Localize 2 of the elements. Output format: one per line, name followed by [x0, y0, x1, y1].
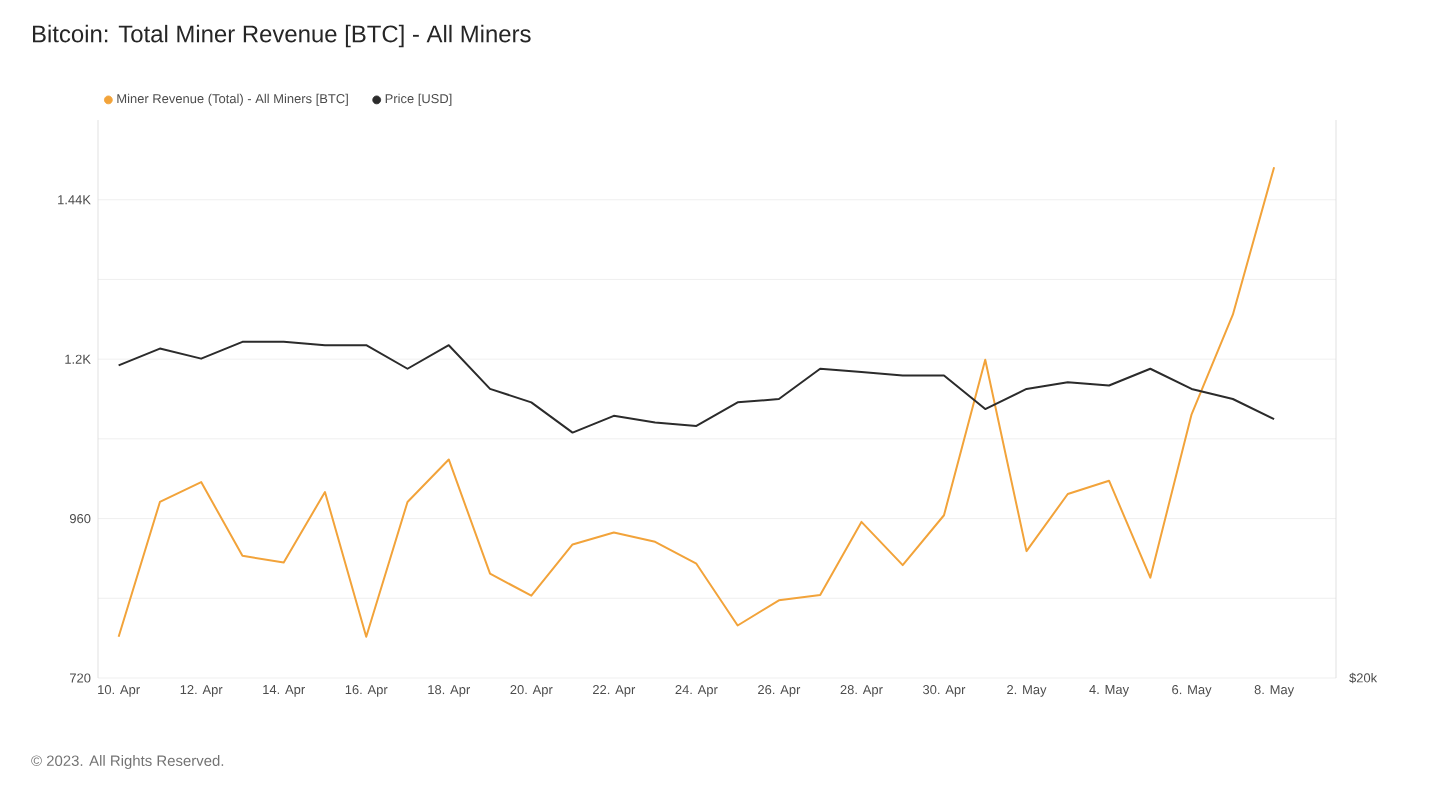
chart-title: Bitcoin: Total Miner Revenue [BTC] - All Miners [33, 24, 531, 48]
line-series [117, 166, 1276, 638]
